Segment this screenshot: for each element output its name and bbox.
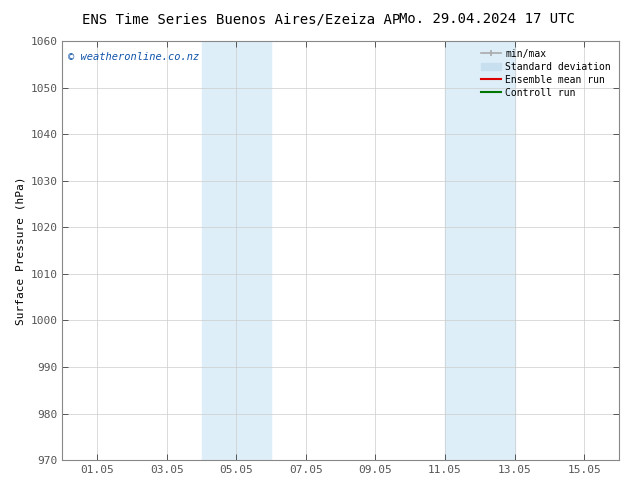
Text: ENS Time Series Buenos Aires/Ezeiza AP: ENS Time Series Buenos Aires/Ezeiza AP — [82, 12, 401, 26]
Text: Mo. 29.04.2024 17 UTC: Mo. 29.04.2024 17 UTC — [399, 12, 575, 26]
Bar — [202, 41, 271, 460]
Y-axis label: Surface Pressure (hPa): Surface Pressure (hPa) — [15, 176, 25, 325]
Text: © weatheronline.co.nz: © weatheronline.co.nz — [68, 51, 199, 62]
Bar — [445, 41, 515, 460]
Legend: min/max, Standard deviation, Ensemble mean run, Controll run: min/max, Standard deviation, Ensemble me… — [478, 46, 614, 100]
